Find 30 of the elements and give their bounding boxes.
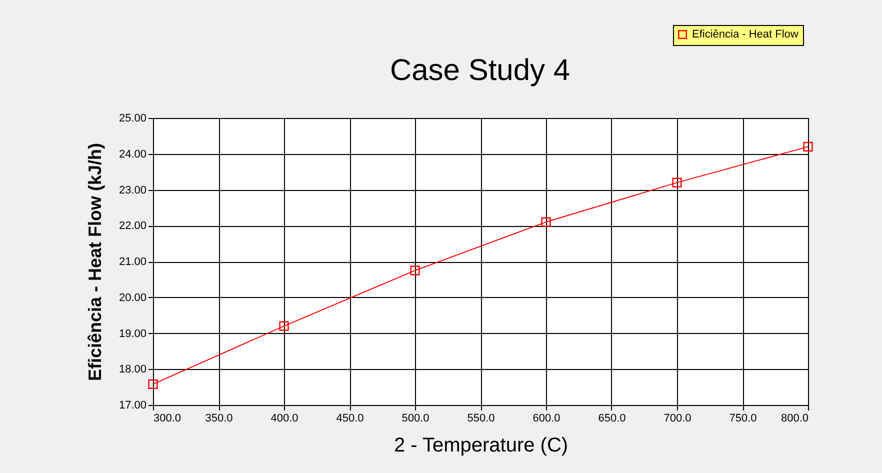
y-tick-label: 18.00	[118, 364, 146, 376]
point	[672, 178, 682, 188]
x-tick-label: 700.0	[664, 412, 692, 424]
point	[410, 266, 420, 276]
x-tick-label: 600.0	[532, 412, 560, 424]
x-tick-label: 400.0	[270, 412, 298, 424]
point	[279, 321, 289, 331]
x-tick-label: 550.0	[467, 412, 495, 424]
y-tick-label: 20.00	[118, 292, 146, 304]
chart-title: Case Study 4	[390, 54, 570, 87]
point	[148, 379, 158, 389]
y-tick-label: 19.00	[118, 328, 146, 340]
y-tick-label: 21.00	[118, 256, 146, 268]
x-tick-label: 500.0	[402, 412, 430, 424]
x-tick-label: 300.0	[154, 412, 182, 424]
x-tick-label: 800.0	[780, 412, 808, 424]
x-tick-label: 350.0	[205, 412, 233, 424]
x-axis-title: 2 - Temperature (C)	[394, 434, 568, 456]
point	[803, 142, 813, 152]
y-tick-label: 22.00	[118, 220, 146, 232]
y-tick-label: 25.00	[118, 112, 146, 124]
legend-label: Eficiência - Heat Flow	[692, 28, 798, 40]
y-axis-title: Eficiência - Heat Flow (kJ/h)	[84, 142, 105, 382]
y-tick-label: 17.00	[118, 400, 146, 412]
y-tick-label: 24.00	[118, 148, 146, 160]
x-tick-label: 750.0	[729, 412, 757, 424]
point	[541, 217, 551, 227]
x-tick-label: 650.0	[598, 412, 626, 424]
y-tick-label: 23.00	[118, 184, 146, 196]
x-tick-label: 450.0	[336, 412, 364, 424]
